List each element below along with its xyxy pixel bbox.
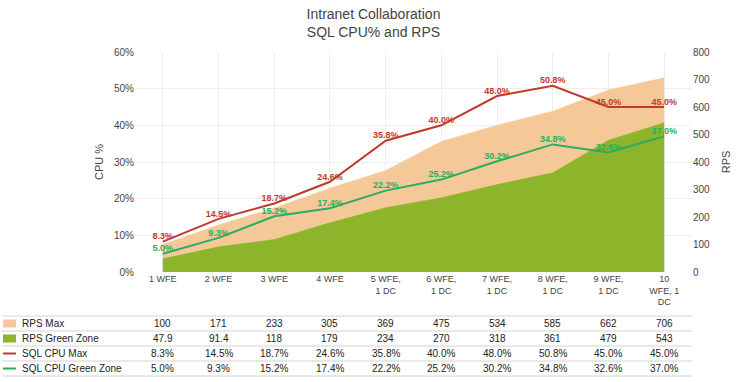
svg-text:100: 100 bbox=[693, 239, 710, 250]
svg-text:15.2%: 15.2% bbox=[261, 206, 287, 216]
svg-text:300: 300 bbox=[693, 184, 710, 195]
svg-text:24.6%: 24.6% bbox=[316, 348, 344, 359]
svg-text:100: 100 bbox=[154, 318, 171, 329]
svg-text:50.8%: 50.8% bbox=[540, 75, 566, 85]
svg-text:7 WFE,1 DC: 7 WFE,1 DC bbox=[482, 274, 512, 296]
svg-text:6 WFE,1 DC: 6 WFE,1 DC bbox=[426, 274, 456, 296]
svg-text:318: 318 bbox=[489, 333, 506, 344]
svg-text:40.0%: 40.0% bbox=[429, 115, 455, 125]
svg-text:10%: 10% bbox=[114, 230, 134, 241]
svg-text:CPU %: CPU % bbox=[93, 144, 105, 180]
svg-text:8.3%: 8.3% bbox=[153, 231, 174, 241]
svg-text:30%: 30% bbox=[114, 157, 134, 168]
svg-text:35.8%: 35.8% bbox=[373, 130, 399, 140]
svg-text:45.0%: 45.0% bbox=[650, 348, 678, 359]
svg-text:35.8%: 35.8% bbox=[372, 348, 400, 359]
svg-text:171: 171 bbox=[210, 318, 227, 329]
svg-text:369: 369 bbox=[377, 318, 394, 329]
svg-text:2 WFE: 2 WFE bbox=[205, 274, 233, 284]
svg-text:8.3%: 8.3% bbox=[151, 348, 174, 359]
svg-text:14.5%: 14.5% bbox=[205, 348, 233, 359]
svg-text:3 WFE: 3 WFE bbox=[260, 274, 288, 284]
svg-text:234: 234 bbox=[377, 333, 394, 344]
svg-text:662: 662 bbox=[600, 318, 617, 329]
svg-text:37.0%: 37.0% bbox=[651, 126, 677, 136]
svg-text:20%: 20% bbox=[114, 193, 134, 204]
svg-text:60%: 60% bbox=[114, 47, 134, 58]
svg-text:600: 600 bbox=[693, 102, 710, 113]
svg-text:5.0%: 5.0% bbox=[151, 363, 174, 374]
svg-text:475: 475 bbox=[433, 318, 450, 329]
svg-text:585: 585 bbox=[544, 318, 561, 329]
svg-text:500: 500 bbox=[693, 129, 710, 140]
svg-text:4 WFE: 4 WFE bbox=[316, 274, 344, 284]
svg-text:14.5%: 14.5% bbox=[206, 209, 232, 219]
svg-text:800: 800 bbox=[693, 47, 710, 58]
svg-text:179: 179 bbox=[321, 333, 338, 344]
svg-text:479: 479 bbox=[600, 333, 617, 344]
svg-text:24.6%: 24.6% bbox=[317, 172, 343, 182]
svg-text:SQL CPU Max: SQL CPU Max bbox=[22, 348, 87, 359]
svg-text:1 WFE: 1 WFE bbox=[149, 274, 177, 284]
svg-text:18.7%: 18.7% bbox=[260, 348, 288, 359]
svg-text:34.8%: 34.8% bbox=[540, 134, 566, 144]
svg-text:0%: 0% bbox=[120, 267, 135, 278]
svg-text:22.2%: 22.2% bbox=[372, 363, 400, 374]
svg-text:32.6%: 32.6% bbox=[594, 363, 622, 374]
svg-text:RPS Green Zone: RPS Green Zone bbox=[22, 333, 99, 344]
svg-text:22.2%: 22.2% bbox=[373, 180, 399, 190]
svg-text:706: 706 bbox=[656, 318, 673, 329]
svg-text:34.8%: 34.8% bbox=[539, 363, 567, 374]
svg-text:40%: 40% bbox=[114, 120, 134, 131]
svg-text:15.2%: 15.2% bbox=[260, 363, 288, 374]
svg-text:SQL CPU Green Zone: SQL CPU Green Zone bbox=[22, 363, 122, 374]
svg-text:25.2%: 25.2% bbox=[429, 169, 455, 179]
svg-text:10WFE, 1DC: 10WFE, 1DC bbox=[649, 274, 679, 307]
svg-text:8 WFE,1 DC: 8 WFE,1 DC bbox=[538, 274, 568, 296]
svg-text:700: 700 bbox=[693, 74, 710, 85]
svg-text:361: 361 bbox=[544, 333, 561, 344]
svg-text:RPS Max: RPS Max bbox=[22, 318, 64, 329]
svg-text:32.6%: 32.6% bbox=[596, 142, 622, 152]
svg-text:50%: 50% bbox=[114, 83, 134, 94]
svg-text:9.3%: 9.3% bbox=[208, 228, 229, 238]
svg-text:30.2%: 30.2% bbox=[484, 151, 510, 161]
svg-text:17.4%: 17.4% bbox=[316, 363, 344, 374]
svg-text:543: 543 bbox=[656, 333, 673, 344]
svg-text:45.0%: 45.0% bbox=[596, 97, 622, 107]
svg-text:5.0%: 5.0% bbox=[153, 243, 174, 253]
svg-text:400: 400 bbox=[693, 157, 710, 168]
svg-text:45.0%: 45.0% bbox=[594, 348, 622, 359]
svg-text:305: 305 bbox=[321, 318, 338, 329]
svg-text:9 WFE,1 DC: 9 WFE,1 DC bbox=[593, 274, 623, 296]
svg-text:91.4: 91.4 bbox=[209, 333, 229, 344]
svg-text:5 WFE,1 DC: 5 WFE,1 DC bbox=[371, 274, 401, 296]
svg-text:270: 270 bbox=[433, 333, 450, 344]
svg-text:RPS: RPS bbox=[720, 151, 732, 174]
svg-text:18.7%: 18.7% bbox=[261, 193, 287, 203]
svg-text:9.3%: 9.3% bbox=[207, 363, 230, 374]
svg-text:47.9: 47.9 bbox=[153, 333, 173, 344]
svg-text:17.4%: 17.4% bbox=[317, 198, 343, 208]
svg-text:30.2%: 30.2% bbox=[483, 363, 511, 374]
svg-text:534: 534 bbox=[489, 318, 506, 329]
svg-text:45.0%: 45.0% bbox=[651, 97, 677, 107]
svg-text:40.0%: 40.0% bbox=[427, 348, 455, 359]
svg-text:0: 0 bbox=[693, 267, 699, 278]
svg-text:200: 200 bbox=[693, 212, 710, 223]
svg-text:Intranet CollaborationSQL CPU%: Intranet CollaborationSQL CPU% and RPS bbox=[307, 6, 441, 40]
svg-text:37.0%: 37.0% bbox=[650, 363, 678, 374]
svg-text:233: 233 bbox=[266, 318, 283, 329]
svg-text:25.2%: 25.2% bbox=[427, 363, 455, 374]
svg-text:118: 118 bbox=[266, 333, 282, 344]
svg-text:48.0%: 48.0% bbox=[483, 348, 511, 359]
svg-text:48.0%: 48.0% bbox=[484, 86, 510, 96]
svg-text:50.8%: 50.8% bbox=[539, 348, 567, 359]
